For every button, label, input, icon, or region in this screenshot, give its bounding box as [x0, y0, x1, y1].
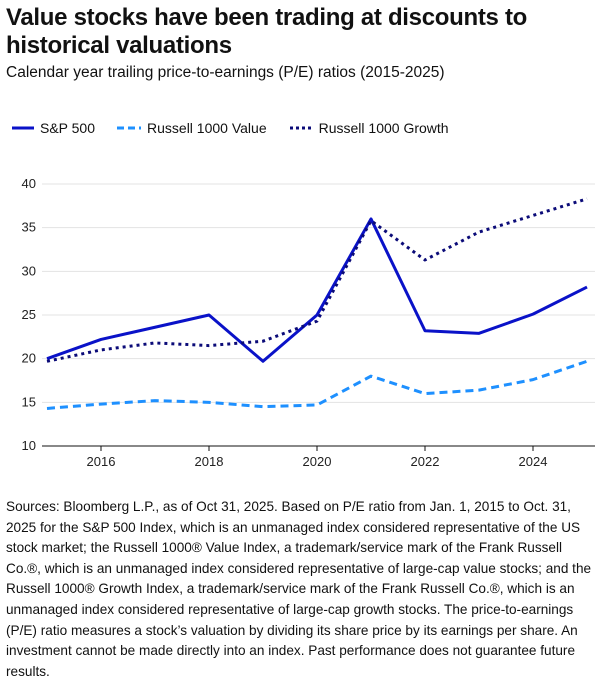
- legend-item-sp500: S&P 500: [12, 120, 95, 136]
- series-line-s-p-500: [46, 217, 588, 363]
- legend-label: Russell 1000 Value: [147, 120, 267, 136]
- y-tick-label: 40: [22, 176, 36, 191]
- x-tick-label: 2016: [87, 454, 116, 469]
- y-tick-label: 20: [22, 351, 36, 366]
- legend-swatch-solid: [12, 126, 34, 130]
- x-tick-label: 2022: [411, 454, 440, 469]
- legend-label: Russell 1000 Growth: [318, 120, 449, 136]
- y-tick-label: 30: [22, 263, 36, 278]
- y-tick-label: 15: [22, 394, 36, 409]
- x-tick-label: 2018: [195, 454, 224, 469]
- y-tick-label: 25: [22, 307, 36, 322]
- chart-subtitle: Calendar year trailing price-to-earnings…: [6, 64, 445, 81]
- series-line-russell-1000-growth: [46, 197, 588, 363]
- y-tick-label: 10: [22, 438, 36, 453]
- source-notes: Sources: Bloomberg L.P., as of Oct 31, 2…: [6, 499, 592, 679]
- legend-label: S&P 500: [40, 120, 96, 136]
- x-tick-label: 2024: [519, 454, 548, 469]
- x-tick-label: 2020: [303, 454, 332, 469]
- plot-area: 10 15 20 25 30 35 40 2016 2018 2020 2022 2024: [22, 176, 595, 469]
- y-tick-label: 35: [22, 220, 36, 235]
- series-line-russell-1000-value: [46, 359, 588, 410]
- chart-title: Value stocks have been trading at discou…: [6, 4, 528, 59]
- legend-swatch-dotted: [289, 126, 313, 130]
- legend-item-growth: Russell 1000 Growth: [289, 120, 449, 136]
- legend-swatch-dashed: [117, 126, 142, 130]
- legend: S&P 500 Russell 1000 Value Russell 1000 …: [12, 120, 449, 136]
- legend-item-value: Russell 1000 Value: [117, 120, 267, 136]
